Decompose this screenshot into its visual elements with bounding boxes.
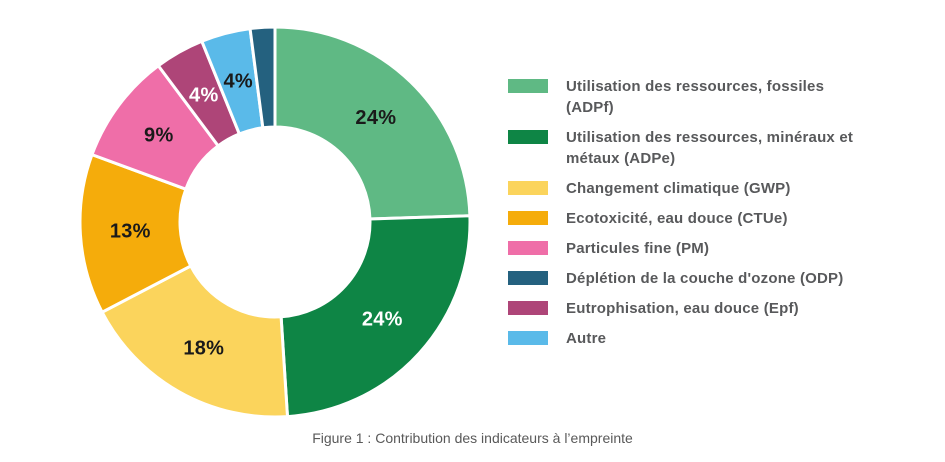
legend-item-adpf: Utilisation des ressources, fossiles (ADP… [508, 76, 908, 118]
slice-label-epf: 4% [189, 85, 219, 107]
figure-caption: Figure 1 : Contribution des indicateurs … [312, 430, 633, 446]
legend-label-pm: Particules fine (PM) [566, 240, 710, 257]
legend-item-adpe: Utilisation des ressources, minéraux et m… [508, 127, 908, 169]
legend-label-gwp: Changement climatique (GWP) [566, 180, 791, 197]
legend-swatch-adpe [508, 130, 548, 144]
pie-slice-adpf [273, 25, 472, 221]
slice-label-ctue: 13% [110, 220, 151, 242]
pie-slice-odp [248, 25, 277, 130]
pie-slice-adpe [279, 214, 472, 419]
legend-item-odp: Déplétion de la couche d'ozone (ODP) [508, 268, 908, 289]
legend-swatch-epf [508, 301, 548, 315]
legend-label-adpe: Utilisation des ressources, minéraux et m… [566, 129, 854, 167]
legend-label-ctue: Ecotoxicité, eau douce (CTUe) [566, 210, 788, 227]
legend-label-odp: Déplétion de la couche d'ozone (ODP) [566, 270, 844, 287]
legend-swatch-gwp [508, 181, 548, 195]
legend-item-pm: Particules fine (PM) [508, 238, 908, 259]
legend-item-autre: Autre [508, 328, 908, 349]
legend-swatch-ctue [508, 211, 548, 225]
legend-swatch-autre [508, 331, 548, 345]
chart-legend: Utilisation des ressources, fossiles (ADP… [508, 76, 908, 358]
legend-swatch-pm [508, 241, 548, 255]
legend-swatch-adpf [508, 79, 548, 93]
legend-item-gwp: Changement climatique (GWP) [508, 178, 908, 199]
legend-label-epf: Eutrophisation, eau douce (Epf) [566, 300, 799, 317]
slice-label-autre: 4% [223, 71, 253, 93]
slice-label-pm: 9% [144, 124, 174, 146]
legend-item-epf: Eutrophisation, eau douce (Epf) [508, 298, 908, 319]
slice-label-adpe: 24% [362, 309, 403, 331]
pie-slice-gwp [100, 263, 290, 419]
slice-label-adpf: 24% [355, 107, 396, 129]
legend-label-adpf: Utilisation des ressources, fossiles (ADP… [566, 78, 825, 116]
legend-item-ctue: Ecotoxicité, eau douce (CTUe) [508, 208, 908, 229]
legend-label-autre: Autre [566, 330, 607, 347]
legend-swatch-odp [508, 271, 548, 285]
donut-chart: 24% 24% 18% 13% 9% 4%4% [78, 25, 472, 419]
slice-label-gwp: 18% [183, 337, 224, 359]
